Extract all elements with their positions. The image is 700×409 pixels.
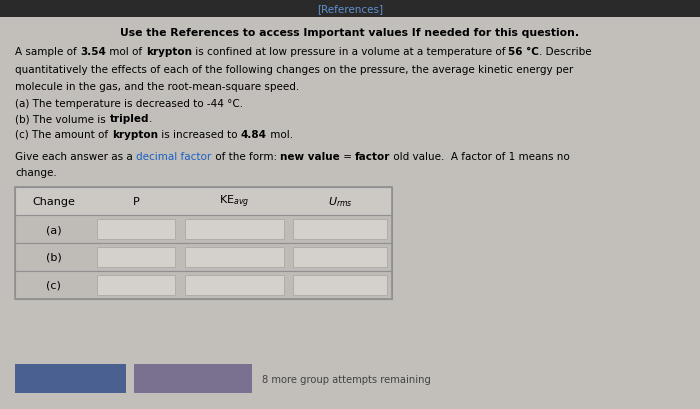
Text: quantitatively the effects of each of the following changes on the pressure, the: quantitatively the effects of each of th… bbox=[15, 65, 574, 74]
Text: decimal factor: decimal factor bbox=[136, 152, 211, 162]
Text: change.: change. bbox=[15, 168, 57, 178]
Text: . Describe: . Describe bbox=[539, 47, 592, 57]
Text: Give each answer as a: Give each answer as a bbox=[15, 152, 136, 162]
Text: 3.54: 3.54 bbox=[80, 47, 106, 57]
Text: is increased to: is increased to bbox=[158, 130, 241, 139]
Text: Change: Change bbox=[32, 197, 76, 207]
Text: mol of: mol of bbox=[106, 47, 146, 57]
Text: mol.: mol. bbox=[267, 130, 293, 139]
Text: $U_{rms}$: $U_{rms}$ bbox=[328, 195, 353, 209]
Text: factor: factor bbox=[355, 152, 391, 162]
Text: old value.  A factor of 1 means no: old value. A factor of 1 means no bbox=[391, 152, 570, 162]
Text: A sample of: A sample of bbox=[15, 47, 80, 57]
Text: 56 °C: 56 °C bbox=[508, 47, 539, 57]
Text: of the form:: of the form: bbox=[211, 152, 280, 162]
Text: krypton: krypton bbox=[112, 130, 158, 139]
Text: (c): (c) bbox=[46, 280, 62, 290]
Text: Use the References to access Important values If needed for this question.: Use the References to access Important v… bbox=[120, 28, 580, 38]
Text: (b) The volume is: (b) The volume is bbox=[15, 114, 109, 124]
Text: tripled: tripled bbox=[109, 114, 149, 124]
Text: is confined at low pressure in a volume at a temperature of: is confined at low pressure in a volume … bbox=[192, 47, 508, 57]
Text: P: P bbox=[133, 197, 139, 207]
Text: (a): (a) bbox=[46, 225, 62, 234]
Text: Retry Entire Group: Retry Entire Group bbox=[140, 374, 246, 384]
Text: =: = bbox=[340, 152, 355, 162]
Text: (b): (b) bbox=[46, 252, 62, 262]
Text: Submit Answer: Submit Answer bbox=[28, 374, 113, 384]
Text: molecule in the gas, and the root-mean-square speed.: molecule in the gas, and the root-mean-s… bbox=[15, 81, 300, 91]
Text: .: . bbox=[149, 114, 153, 124]
Text: 4.84: 4.84 bbox=[241, 130, 267, 139]
Text: 8 more group attempts remaining: 8 more group attempts remaining bbox=[262, 374, 431, 384]
Text: new value: new value bbox=[280, 152, 340, 162]
Text: (c) The amount of: (c) The amount of bbox=[15, 130, 112, 139]
Text: krypton: krypton bbox=[146, 47, 192, 57]
Text: [References]: [References] bbox=[317, 4, 383, 14]
Text: (a) The temperature is decreased to -44 °C.: (a) The temperature is decreased to -44 … bbox=[15, 99, 244, 108]
Text: KE$_{avg}$: KE$_{avg}$ bbox=[219, 193, 249, 210]
